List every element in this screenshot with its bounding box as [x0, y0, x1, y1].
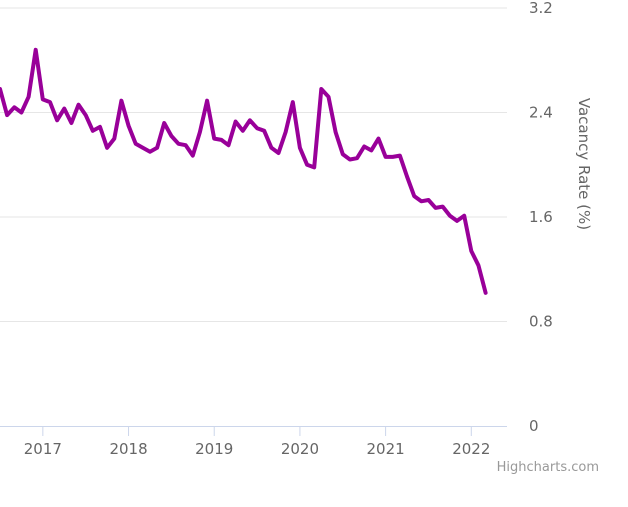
data-point[interactable] [473, 260, 483, 270]
data-point[interactable] [124, 121, 134, 131]
data-point[interactable] [481, 288, 491, 298]
data-point[interactable] [374, 134, 384, 144]
data-point[interactable] [309, 162, 319, 172]
data-point[interactable] [195, 127, 205, 137]
data-point[interactable] [224, 140, 234, 150]
y-axis-title: Vacancy Rate (%) [575, 98, 593, 230]
data-point[interactable] [281, 127, 291, 137]
data-point[interactable] [109, 134, 119, 144]
data-point[interactable] [188, 151, 198, 161]
y-tick-label: 2.4 [529, 104, 553, 122]
data-point[interactable] [288, 97, 298, 107]
data-point[interactable] [152, 143, 162, 153]
x-tick-label: 2022 [452, 440, 490, 458]
data-point[interactable] [245, 115, 255, 125]
data-point[interactable] [395, 151, 405, 161]
x-tick-label: 2021 [367, 440, 405, 458]
y-tick-labels: 0 0.8 1.6 2.4 3.2 [529, 0, 553, 435]
data-point[interactable] [52, 115, 62, 125]
data-point[interactable] [231, 117, 241, 127]
data-point[interactable] [16, 108, 26, 118]
data-point[interactable] [166, 131, 176, 141]
x-tick-label: 2019 [195, 440, 233, 458]
data-point[interactable] [0, 84, 5, 94]
data-point[interactable] [466, 246, 476, 256]
series-group [0, 45, 491, 298]
data-point[interactable] [45, 97, 55, 107]
data-point[interactable] [116, 96, 126, 106]
data-point[interactable] [295, 143, 305, 153]
data-point[interactable] [459, 211, 469, 221]
y-gridlines [0, 7, 507, 322]
series-line[interactable] [0, 47, 488, 295]
x-tick-label: 2020 [281, 440, 319, 458]
data-point[interactable] [324, 92, 334, 102]
data-point[interactable] [274, 148, 284, 158]
data-point[interactable] [202, 96, 212, 106]
y-tick-label: 3.2 [529, 0, 553, 17]
data-point[interactable] [402, 172, 412, 182]
data-point[interactable] [2, 110, 12, 120]
data-point[interactable] [424, 195, 434, 205]
data-point[interactable] [438, 202, 448, 212]
x-tick-label: 2017 [24, 440, 62, 458]
data-point[interactable] [31, 45, 41, 55]
y-tick-label: 0 [529, 417, 539, 435]
data-point[interactable] [66, 118, 76, 128]
data-point[interactable] [316, 84, 326, 94]
data-point[interactable] [159, 118, 169, 128]
data-point[interactable] [24, 92, 34, 102]
x-tick-label: 2018 [109, 440, 147, 458]
data-point[interactable] [74, 100, 84, 110]
y-tick-label: 0.8 [529, 313, 553, 331]
data-point[interactable] [238, 126, 248, 136]
data-point[interactable] [181, 140, 191, 150]
data-point[interactable] [59, 104, 69, 114]
data-point[interactable] [352, 153, 362, 163]
x-axis [0, 426, 507, 436]
data-point[interactable] [95, 122, 105, 132]
x-tick-labels: 2017 2018 2019 2020 2021 2022 [24, 440, 491, 458]
data-point[interactable] [366, 145, 376, 155]
data-point[interactable] [259, 126, 269, 136]
data-point[interactable] [102, 143, 112, 153]
highcharts-credit-link[interactable]: Highcharts.com [496, 460, 599, 475]
data-point[interactable] [331, 127, 341, 137]
y-tick-label: 1.6 [529, 208, 553, 226]
data-point[interactable] [81, 110, 91, 120]
